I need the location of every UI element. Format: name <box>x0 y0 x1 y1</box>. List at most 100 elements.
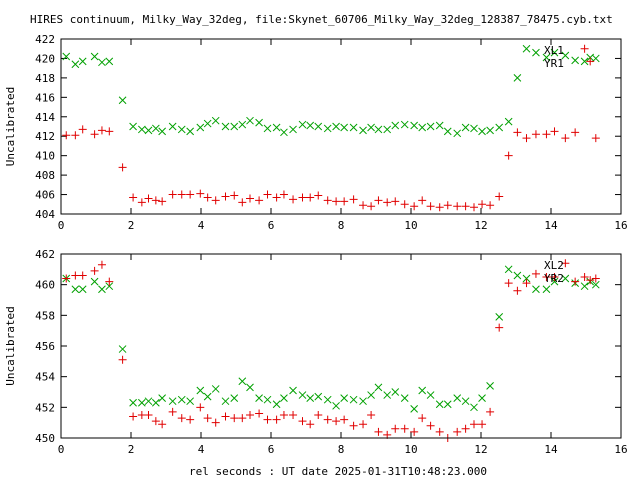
data-point <box>453 427 462 436</box>
data-point <box>203 414 212 423</box>
data-point <box>586 57 595 66</box>
data-point <box>504 279 513 288</box>
series-XL1 <box>62 44 600 138</box>
data-point <box>98 285 106 294</box>
data-point <box>495 123 504 132</box>
data-point <box>263 124 272 133</box>
data-point <box>238 377 247 386</box>
data-point <box>470 420 478 429</box>
data-point <box>137 198 146 207</box>
data-point <box>151 417 160 426</box>
data-point <box>118 96 127 105</box>
data-point <box>78 125 87 134</box>
data-point <box>332 197 341 206</box>
data-point <box>298 120 307 129</box>
data-point <box>478 420 487 429</box>
data-point <box>495 192 504 201</box>
data-point <box>374 125 383 134</box>
data-point <box>349 395 358 404</box>
data-point <box>272 193 281 202</box>
data-point <box>272 123 281 132</box>
data-point <box>298 391 307 399</box>
data-point <box>168 407 177 416</box>
data-point <box>272 415 281 424</box>
y-tick-label: 406 <box>35 189 55 202</box>
data-point <box>522 274 531 283</box>
data-point <box>255 409 264 418</box>
data-point <box>550 273 559 281</box>
data-point <box>289 125 297 134</box>
data-point <box>196 403 205 412</box>
data-point <box>495 323 504 332</box>
data-point <box>71 131 80 140</box>
data-point <box>129 193 138 202</box>
data-point <box>144 194 153 203</box>
data-point <box>586 276 595 285</box>
x-tick-label: 8 <box>338 443 345 456</box>
data-point <box>435 203 444 212</box>
data-point <box>71 285 80 294</box>
data-point <box>314 122 323 131</box>
data-point <box>203 119 212 128</box>
data-point <box>62 274 71 283</box>
data-point <box>62 52 71 61</box>
plot-frame <box>60 38 622 215</box>
data-point <box>435 400 444 409</box>
data-point <box>289 386 297 395</box>
data-point <box>453 129 462 138</box>
x-tick-label: 10 <box>404 443 417 456</box>
x-tick-label: 10 <box>404 219 417 232</box>
data-point <box>186 190 195 199</box>
data-point <box>246 383 254 392</box>
data-point <box>289 411 298 419</box>
data-point <box>279 190 288 199</box>
data-point <box>513 286 522 295</box>
data-point <box>272 400 281 409</box>
y-axis-label: Uncalibrated <box>4 87 17 166</box>
data-point <box>158 197 167 206</box>
data-point <box>263 190 272 199</box>
data-point <box>211 418 220 427</box>
data-point <box>367 123 375 132</box>
data-point <box>177 414 186 423</box>
data-point <box>90 266 99 275</box>
data-point <box>513 74 522 82</box>
data-point <box>580 282 589 291</box>
data-point <box>522 134 531 143</box>
data-point <box>374 427 383 436</box>
data-point <box>340 123 349 132</box>
data-point <box>542 53 551 62</box>
data-point <box>374 383 383 392</box>
data-point <box>486 201 495 210</box>
x-tick-label: 16 <box>614 219 627 232</box>
data-point <box>486 126 494 135</box>
y-tick-label: 458 <box>35 309 55 322</box>
data-point <box>391 121 400 130</box>
y-tick-label: 418 <box>35 72 55 85</box>
data-point <box>359 420 368 429</box>
data-point <box>246 116 254 125</box>
y-tick-label: 456 <box>35 340 55 353</box>
data-point <box>211 196 220 205</box>
data-point <box>186 127 195 136</box>
data-point <box>186 397 195 406</box>
data-point <box>289 195 298 204</box>
data-point <box>158 420 167 429</box>
data-point <box>71 271 80 280</box>
data-point <box>255 196 264 205</box>
data-point <box>263 395 272 404</box>
y-tick-label: 450 <box>35 432 55 445</box>
data-point <box>255 394 263 402</box>
data-point <box>90 277 99 286</box>
data-point <box>359 397 367 406</box>
data-point <box>151 398 160 407</box>
series-YR2 <box>62 259 600 442</box>
data-point <box>168 397 177 406</box>
data-point <box>196 189 205 198</box>
data-point <box>400 394 409 402</box>
data-point <box>478 127 486 136</box>
data-point <box>221 192 230 201</box>
chart-title: HIRES continuum, Milky_Way_32deg, file:S… <box>30 13 613 26</box>
data-point <box>151 124 160 133</box>
